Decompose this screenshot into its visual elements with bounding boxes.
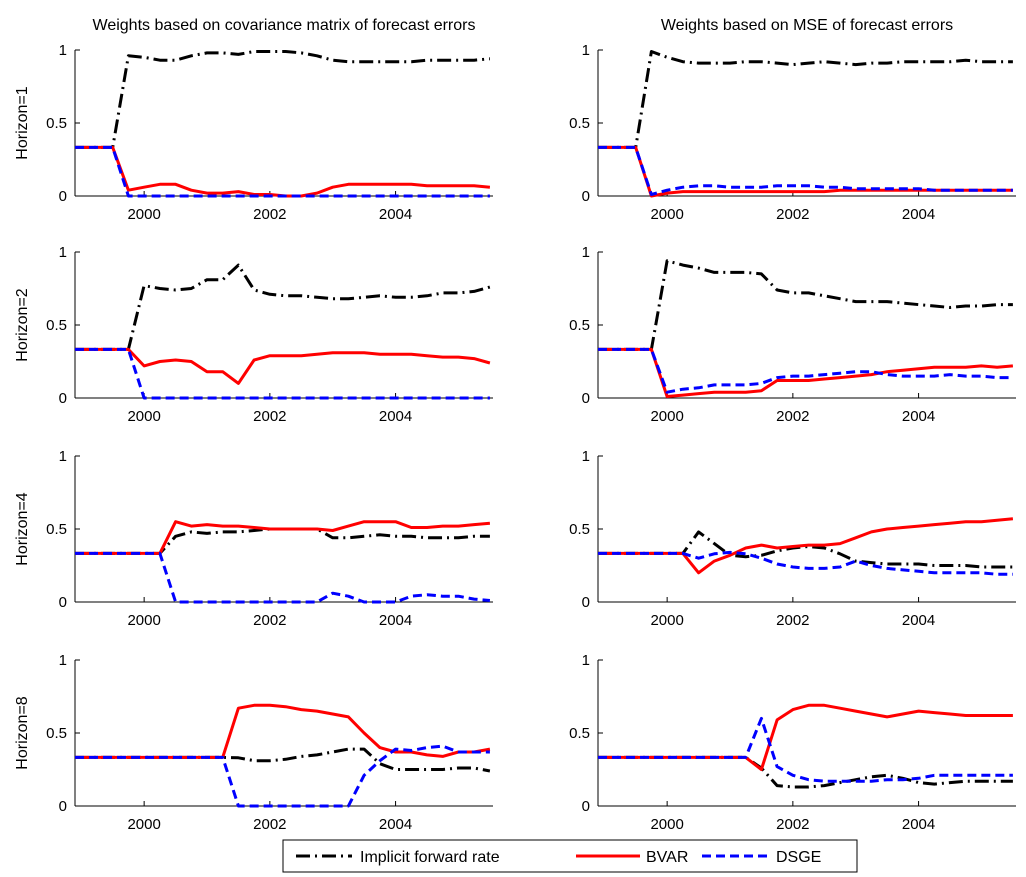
y-tick-label: 1 xyxy=(582,244,590,261)
panel-left-h2: 0 0.5 1 2000 2002 2004 Horizon=2 xyxy=(14,244,493,425)
series-line-dsge xyxy=(75,551,491,604)
legend-label-dsge: DSGE xyxy=(776,849,821,866)
x-tick-label: 2000 xyxy=(127,206,160,223)
series-line-forward xyxy=(75,747,491,773)
series-line-forward xyxy=(75,263,491,351)
panel-right-h2: 0 0.5 1 2000 2002 2004 xyxy=(569,244,1016,425)
x-tick-label: 2000 xyxy=(650,408,683,425)
y-tick-label: 0 xyxy=(582,390,590,407)
x-tick-label: 2000 xyxy=(127,816,160,833)
series-line-dsge xyxy=(75,145,490,198)
series-line-forward xyxy=(75,50,491,149)
y-tick-label: 0 xyxy=(59,594,67,611)
panel-left-h4: 0 0.5 1 2000 2002 2004 Horizon=4 xyxy=(14,448,493,629)
x-tick-label: 2002 xyxy=(253,816,286,833)
y-tick-label: 0 xyxy=(582,594,590,611)
series-line-dsge xyxy=(598,145,1013,196)
x-tick-label: 2004 xyxy=(379,206,412,223)
y-tick-label: 1 xyxy=(59,652,67,669)
legend: Implicit forward rate BVAR DSGE xyxy=(282,839,858,873)
series-line-dsge xyxy=(75,347,490,400)
y-tick-label: 1 xyxy=(59,448,67,465)
x-tick-label: 2004 xyxy=(379,408,412,425)
series-line-forward xyxy=(598,50,1013,149)
y-tick-label: 0 xyxy=(582,798,590,815)
panel-right-h4: 0 0.5 1 2000 2002 2004 xyxy=(569,448,1016,629)
y-tick-label: 0.5 xyxy=(569,725,590,742)
x-tick-label: 2000 xyxy=(127,408,160,425)
y-tick-label: 1 xyxy=(582,448,590,465)
x-tick-label: 2002 xyxy=(253,612,286,629)
y-tick-label: 0 xyxy=(59,188,67,205)
series-line-forward xyxy=(598,755,1013,789)
y-tick-label: 0.5 xyxy=(46,115,67,132)
panel-left-h8: 0 0.5 1 2000 2002 2004 Horizon=8 xyxy=(14,652,493,833)
series-line-dsge xyxy=(598,716,1013,783)
panel-left-h1: 0 0.5 1 2000 2002 2004 Weights based on covari… xyxy=(14,17,493,223)
x-tick-label: 2000 xyxy=(127,612,160,629)
panels: 0 0.5 1 2000 2002 2004 Weights based on covari… xyxy=(14,17,1016,833)
y-tick-label: 1 xyxy=(59,42,67,59)
y-tick-label: 0.5 xyxy=(569,317,590,334)
series-line-forward xyxy=(598,259,1013,351)
y-tick-label: 0.5 xyxy=(569,115,590,132)
row-label: Horizon=8 xyxy=(14,696,31,769)
series-line-dsge xyxy=(598,347,1013,394)
row-label: Horizon=1 xyxy=(14,86,31,159)
x-tick-label: 2002 xyxy=(776,612,809,629)
x-tick-label: 2004 xyxy=(379,612,412,629)
x-tick-label: 2004 xyxy=(379,816,412,833)
y-tick-label: 1 xyxy=(582,42,590,59)
x-tick-label: 2004 xyxy=(902,408,935,425)
panel-right-h1: 0 0.5 1 2000 2002 2004 Weights based on MSE of… xyxy=(569,17,1016,223)
column-title: Weights based on MSE of forecast errors xyxy=(661,17,953,34)
x-tick-label: 2004 xyxy=(902,612,935,629)
x-tick-label: 2002 xyxy=(253,408,286,425)
legend-label-bvar: BVAR xyxy=(646,849,688,866)
x-tick-label: 2004 xyxy=(902,206,935,223)
x-tick-label: 2000 xyxy=(650,816,683,833)
y-tick-label: 0.5 xyxy=(46,317,67,334)
series-line-bvar xyxy=(75,347,491,385)
x-tick-label: 2002 xyxy=(776,408,809,425)
x-tick-label: 2004 xyxy=(902,816,935,833)
series-line-dsge xyxy=(75,744,490,808)
row-label: Horizon=4 xyxy=(14,492,31,565)
y-tick-label: 0 xyxy=(582,188,590,205)
x-tick-label: 2002 xyxy=(776,206,809,223)
y-tick-label: 0.5 xyxy=(46,725,67,742)
series-line-dsge xyxy=(598,550,1013,576)
legend-label-forward: Implicit forward rate xyxy=(360,849,500,866)
x-tick-label: 2002 xyxy=(776,816,809,833)
y-tick-label: 0 xyxy=(59,798,67,815)
series-line-bvar xyxy=(598,347,1014,398)
y-tick-label: 0.5 xyxy=(569,521,590,538)
y-tick-label: 1 xyxy=(59,244,67,261)
panel-right-h8: 0 0.5 1 2000 2002 2004 xyxy=(569,652,1016,833)
x-tick-label: 2000 xyxy=(650,612,683,629)
y-tick-label: 0 xyxy=(59,390,67,407)
series-line-forward xyxy=(598,530,1013,569)
y-tick-label: 1 xyxy=(582,652,590,669)
y-tick-label: 0.5 xyxy=(46,521,67,538)
x-tick-label: 2002 xyxy=(253,206,286,223)
column-title: Weights based on covariance matrix of fo… xyxy=(93,17,476,34)
row-label: Horizon=2 xyxy=(14,288,31,361)
x-tick-label: 2000 xyxy=(650,206,683,223)
